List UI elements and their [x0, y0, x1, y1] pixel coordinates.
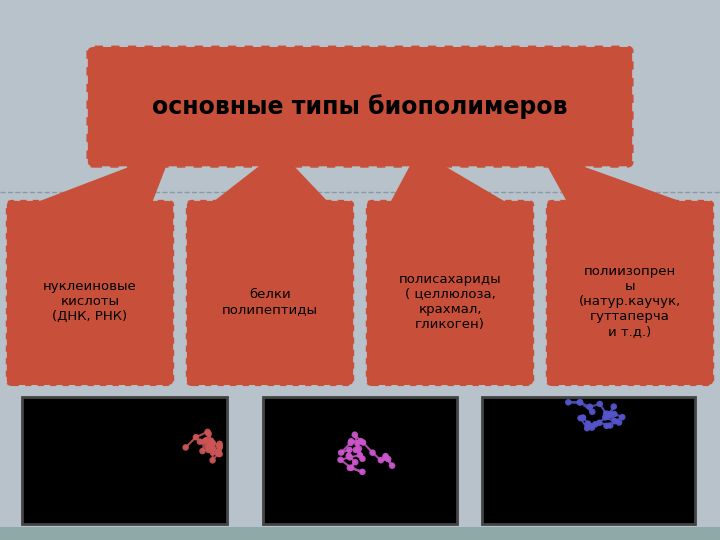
Point: [586, 423, 598, 432]
Point: [205, 436, 217, 445]
Point: [180, 443, 192, 452]
Point: [575, 414, 586, 422]
Point: [346, 463, 357, 472]
Text: нуклеиновые
кислоты
(ДНК, РНК): нуклеиновые кислоты (ДНК, РНК): [43, 280, 137, 323]
Polygon shape: [29, 162, 168, 205]
Polygon shape: [209, 162, 331, 205]
Point: [366, 448, 378, 457]
Point: [581, 424, 593, 433]
Point: [356, 455, 368, 463]
Point: [213, 449, 225, 458]
Point: [380, 453, 392, 462]
Point: [344, 453, 356, 462]
Point: [336, 448, 347, 457]
Point: [212, 449, 224, 457]
Point: [190, 433, 202, 442]
Point: [616, 413, 628, 421]
Point: [349, 458, 361, 467]
Point: [201, 436, 212, 444]
Point: [214, 440, 225, 448]
Point: [604, 410, 616, 418]
Text: белки
полипептиды: белки полипептиды: [222, 288, 318, 316]
Point: [600, 413, 611, 422]
Polygon shape: [389, 162, 511, 205]
FancyBboxPatch shape: [187, 201, 353, 385]
Point: [351, 439, 363, 448]
Point: [608, 410, 620, 418]
Point: [594, 400, 606, 408]
Point: [593, 418, 605, 427]
Point: [357, 438, 369, 447]
Point: [602, 410, 613, 418]
Point: [387, 461, 398, 470]
Point: [349, 430, 361, 439]
Point: [214, 450, 225, 458]
Point: [207, 456, 218, 464]
Point: [590, 420, 601, 429]
Point: [199, 436, 211, 445]
Point: [344, 463, 356, 472]
FancyBboxPatch shape: [7, 201, 173, 385]
Point: [574, 398, 585, 407]
Point: [584, 402, 595, 411]
Point: [207, 448, 218, 457]
Point: [382, 455, 394, 463]
Point: [346, 437, 357, 445]
Point: [213, 447, 225, 456]
Point: [355, 437, 366, 445]
Point: [203, 446, 215, 454]
FancyBboxPatch shape: [366, 201, 533, 385]
Point: [207, 438, 219, 447]
Point: [345, 438, 356, 447]
Point: [214, 443, 225, 452]
FancyBboxPatch shape: [547, 201, 713, 385]
Point: [353, 444, 364, 453]
Point: [214, 442, 225, 451]
FancyBboxPatch shape: [88, 47, 632, 166]
Point: [600, 422, 612, 430]
Point: [335, 455, 346, 464]
Point: [354, 451, 366, 460]
Point: [375, 456, 387, 464]
Polygon shape: [545, 162, 691, 205]
Point: [380, 452, 392, 461]
FancyBboxPatch shape: [482, 397, 695, 524]
Text: полиизопрен
ы
(натур.каучук,
гуттаперча
и т.д.): полиизопрен ы (натур.каучук, гуттаперча …: [579, 265, 681, 338]
Point: [575, 398, 586, 407]
Point: [577, 413, 589, 422]
Text: полисахариды
( целлюлоза,
крахмал,
гликоген): полисахариды ( целлюлоза, крахмал, глико…: [399, 273, 501, 330]
Point: [604, 421, 616, 430]
Point: [609, 417, 621, 426]
Point: [343, 446, 355, 454]
Point: [562, 398, 574, 407]
Point: [214, 442, 225, 450]
Point: [205, 442, 217, 451]
Text: основные типы биополимеров: основные типы биополимеров: [152, 94, 568, 119]
Point: [207, 444, 219, 453]
Point: [587, 408, 598, 416]
Point: [205, 439, 217, 448]
Point: [613, 418, 625, 427]
Point: [608, 402, 619, 411]
Point: [202, 428, 213, 436]
Point: [197, 447, 208, 455]
FancyBboxPatch shape: [22, 397, 227, 524]
Point: [203, 430, 215, 438]
Point: [343, 451, 354, 460]
Point: [600, 409, 612, 418]
Point: [202, 441, 214, 450]
FancyBboxPatch shape: [263, 397, 457, 524]
Point: [582, 420, 594, 428]
Point: [350, 446, 361, 454]
Point: [356, 468, 368, 476]
Point: [194, 437, 206, 446]
Point: [602, 412, 613, 421]
FancyBboxPatch shape: [0, 526, 720, 540]
